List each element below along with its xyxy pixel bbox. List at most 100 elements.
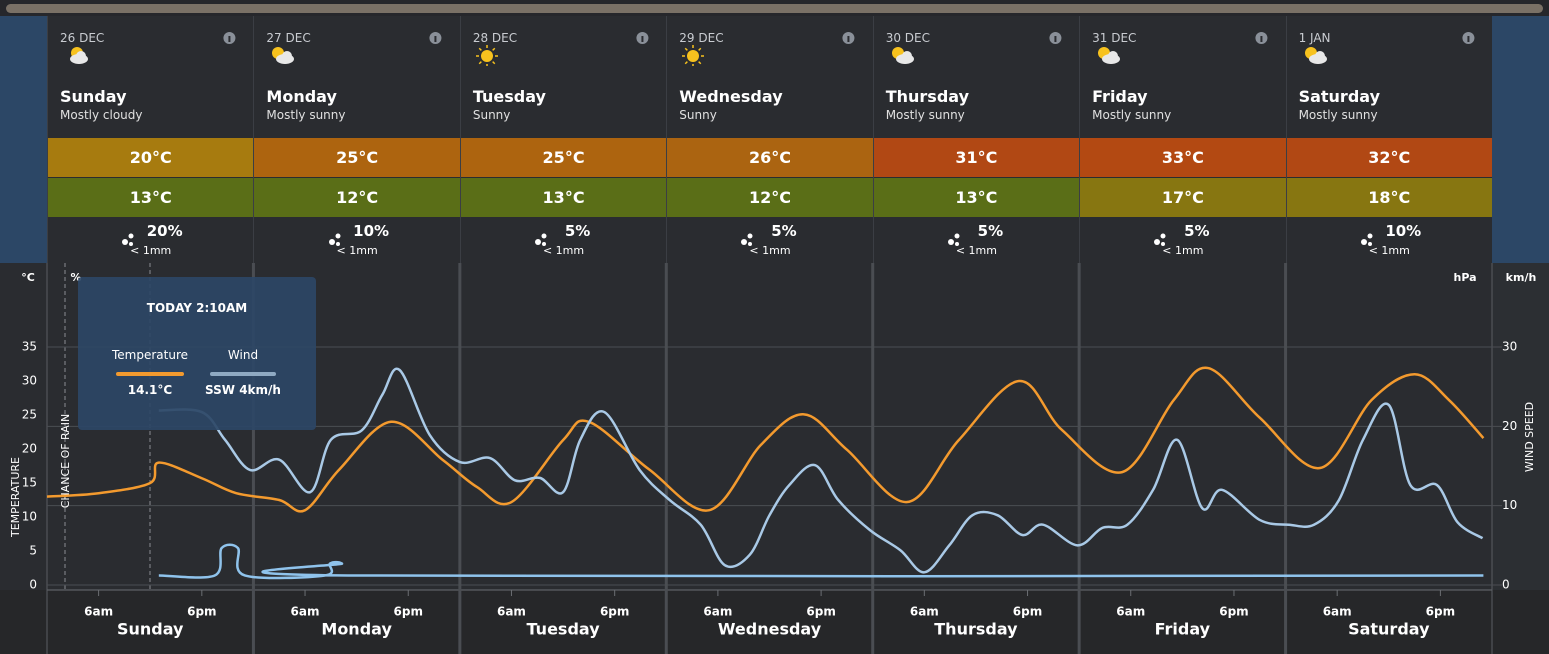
rain-chance: 5% <box>977 222 1004 240</box>
max-temp: 31°C <box>873 138 1080 177</box>
y3-axis-title: CHANCE OF RAIN <box>59 414 72 509</box>
summary: Mostly sunny <box>1298 108 1378 122</box>
y-tick-label: 10 <box>22 510 37 524</box>
x-day-label: Sunday <box>117 620 184 639</box>
drop <box>328 239 335 245</box>
date: 31 DEC <box>1092 31 1137 45</box>
day-card: 28 DEC Tuesday Sunny 25°C 13°C 5% < 1mm <box>459 16 667 263</box>
rain-chance: 10% <box>353 222 390 240</box>
drop <box>1367 233 1373 239</box>
drop <box>747 233 753 239</box>
sun-ray <box>491 61 496 65</box>
right-axis-area <box>1492 263 1549 654</box>
top-bar <box>0 0 1549 16</box>
cloud-icon <box>1314 51 1325 61</box>
summary: Mostly sunny <box>1092 108 1172 122</box>
max-temp: 32°C <box>1286 138 1492 177</box>
day-card: 30 DEC Thursday Mostly sunny 31°C 13°C 5% < 1m… <box>872 16 1080 263</box>
info-icon-mark <box>434 36 437 42</box>
drop <box>1367 242 1372 246</box>
min-temp: 12°C <box>667 177 873 217</box>
x-tick-label: 6pm <box>1426 605 1455 619</box>
drop <box>542 242 547 246</box>
date: 30 DEC <box>885 31 930 45</box>
y-tick-label: 20 <box>22 442 37 456</box>
x-tick-label: 6am <box>703 605 732 619</box>
drop <box>541 233 547 239</box>
sun-ray <box>478 61 482 65</box>
date: 1 JAN <box>1298 31 1331 45</box>
drop <box>335 233 341 239</box>
drop <box>741 239 748 245</box>
min-temp: 18°C <box>1286 177 1492 217</box>
x-tick-label: 6pm <box>806 605 835 619</box>
max-temp: 20°C <box>48 138 254 177</box>
rain-chance: 5% <box>771 222 797 240</box>
series-line <box>158 367 1484 574</box>
rain-amount: < 1mm <box>130 244 172 257</box>
drop <box>1360 239 1367 245</box>
y-tick-label: 15 <box>22 476 37 490</box>
rain-icon <box>122 233 134 246</box>
x-tick-label: 6pm <box>187 605 216 619</box>
rain-chance: 20% <box>146 222 183 240</box>
y2-axis-title: WIND SPEED <box>1523 402 1536 472</box>
day-name: Sunday <box>60 87 127 106</box>
chart: Sunday Monday Tuesday Wednesday Thursday Frid… <box>0 263 1549 654</box>
rain-chance: 5% <box>1184 222 1210 240</box>
y-axis-unit: °C <box>21 271 35 284</box>
x-tick-label: 6pm <box>600 605 629 619</box>
day-card: 31 DEC Friday Mostly sunny 33°C 17°C 5% < 1mm <box>1079 16 1286 263</box>
sun-ray <box>698 47 702 51</box>
day-name: Tuesday <box>472 87 546 106</box>
drop <box>1154 239 1161 245</box>
day-card: 1 JAN Saturday Mostly sunny 32°C 18°C 10% < 1m… <box>1285 16 1492 263</box>
y2-tick-label: 10 <box>1502 498 1517 512</box>
drop <box>122 239 129 245</box>
y-tick-label: 0 <box>29 578 37 592</box>
rain-amount: < 1mm <box>1368 244 1410 257</box>
y2-tick-label: 0 <box>1502 578 1510 592</box>
y-tick-label: 25 <box>22 408 37 422</box>
day-cards: 26 DEC Sunday Mostly cloudy 20°C 13°C 20% < 1m… <box>47 16 1492 263</box>
x-day-label: Monday <box>321 620 392 639</box>
sun-ray <box>478 47 482 51</box>
x-tick-label: 6am <box>291 605 320 619</box>
min-temp: 13°C <box>48 177 254 217</box>
sun-icon <box>480 50 493 62</box>
rain-icon <box>328 233 341 246</box>
tooltip-wind: SSW 4km/h <box>205 383 281 397</box>
icons <box>891 32 1062 64</box>
rain-amount: < 1mm <box>749 244 791 257</box>
sun-icon <box>687 50 700 62</box>
max-temp: 33°C <box>1080 138 1286 177</box>
cloud-icon <box>901 51 912 61</box>
x-day-label: Saturday <box>1348 620 1430 639</box>
info-icon-mark <box>1466 36 1469 42</box>
x-tick-label: 6am <box>910 605 939 619</box>
icons <box>70 32 236 64</box>
day-card: 26 DEC Sunday Mostly cloudy 20°C 13°C 20% < 1m… <box>47 16 254 263</box>
min-temp: 13°C <box>873 177 1080 217</box>
info-icon-mark <box>228 36 231 42</box>
icons <box>475 32 649 66</box>
drop <box>947 239 954 245</box>
drop <box>535 239 542 245</box>
sun-ray <box>491 47 496 51</box>
pressure-axis-unit: hPa <box>1453 271 1476 284</box>
min-temp: 12°C <box>254 177 460 217</box>
x-tick-label: 6pm <box>1013 605 1042 619</box>
drop <box>954 233 960 239</box>
day-name: Friday <box>1092 87 1148 106</box>
x-tick-label: 6pm <box>394 605 423 619</box>
date: 27 DEC <box>266 31 311 45</box>
x-tick-label: 6am <box>1323 605 1352 619</box>
icons <box>1098 32 1268 64</box>
x-tick-label: 6am <box>497 605 526 619</box>
tooltip: TODAY 2:10AM Temperature Wind 14.1°C SSW… <box>78 277 316 430</box>
drop <box>128 233 134 239</box>
tooltip-wind-label: Wind <box>228 348 258 362</box>
max-temp: 26°C <box>667 138 873 177</box>
icons <box>682 32 855 66</box>
info-icon-mark <box>641 36 644 42</box>
